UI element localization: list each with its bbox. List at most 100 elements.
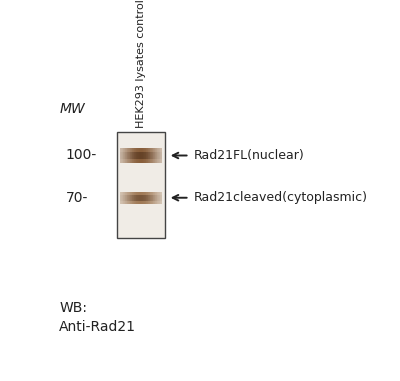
Bar [148, 152, 149, 159]
Bar [156, 192, 157, 204]
Bar [131, 148, 132, 163]
Bar [117, 132, 165, 238]
Bar [158, 148, 159, 163]
Bar [130, 195, 131, 201]
Bar [125, 152, 126, 159]
Bar [124, 152, 125, 159]
Bar [132, 192, 133, 204]
Bar [135, 148, 136, 163]
Bar [136, 148, 137, 163]
Bar [146, 192, 147, 204]
Bar [140, 192, 141, 204]
Bar [138, 195, 139, 201]
Bar [158, 195, 159, 201]
Bar [143, 152, 144, 159]
Bar [131, 195, 132, 201]
Bar [124, 195, 125, 201]
Bar [124, 148, 125, 163]
Bar [151, 192, 152, 204]
Bar [144, 195, 145, 201]
Bar [130, 152, 131, 159]
Bar [137, 195, 138, 201]
Bar [136, 192, 137, 204]
Text: HEK293 lysates control: HEK293 lysates control [136, 0, 146, 128]
Bar [128, 152, 129, 159]
Bar [157, 192, 158, 204]
Bar [146, 195, 147, 201]
Text: WB:
Anti-Rad21: WB: Anti-Rad21 [59, 301, 136, 335]
Bar [126, 195, 127, 201]
Bar [151, 152, 152, 159]
Bar [147, 195, 148, 201]
Text: MW: MW [59, 102, 85, 116]
Bar [155, 192, 156, 204]
Bar [152, 148, 153, 163]
Bar [160, 152, 161, 159]
Bar [139, 195, 140, 201]
Bar [143, 195, 144, 201]
Bar [154, 192, 155, 204]
Bar [137, 192, 138, 204]
Bar [121, 192, 122, 204]
Bar [127, 195, 128, 201]
Bar [134, 192, 135, 204]
Bar [120, 192, 121, 204]
Bar [141, 152, 142, 159]
Bar [150, 192, 151, 204]
Bar [120, 152, 121, 159]
Bar [128, 148, 129, 163]
Bar [130, 192, 131, 204]
Bar [157, 195, 158, 201]
Bar [125, 148, 126, 163]
Bar [145, 195, 146, 201]
Bar [134, 195, 135, 201]
Bar [123, 148, 124, 163]
Bar [150, 152, 151, 159]
Bar [138, 148, 139, 163]
Bar [145, 148, 146, 163]
Text: 100-: 100- [66, 149, 97, 163]
Bar [139, 148, 140, 163]
Bar [159, 152, 160, 159]
Bar [160, 195, 161, 201]
Bar [121, 152, 122, 159]
Bar [142, 195, 143, 201]
Bar [123, 152, 124, 159]
Bar [139, 152, 140, 159]
Bar [157, 152, 158, 159]
Bar [143, 148, 144, 163]
Bar [142, 148, 143, 163]
Bar [131, 192, 132, 204]
Bar [146, 152, 147, 159]
Bar [129, 195, 130, 201]
Bar [124, 192, 125, 204]
Bar [153, 148, 154, 163]
Bar [138, 192, 139, 204]
Bar [132, 152, 133, 159]
Bar [161, 195, 162, 201]
Bar [158, 152, 159, 159]
Bar [141, 148, 142, 163]
Bar [159, 192, 160, 204]
Bar [140, 148, 141, 163]
Bar [136, 195, 137, 201]
Bar [128, 195, 129, 201]
Bar [145, 152, 146, 159]
Bar [126, 192, 127, 204]
Bar [137, 152, 138, 159]
Bar [127, 148, 128, 163]
Bar [139, 192, 140, 204]
Bar [120, 195, 121, 201]
Bar [123, 195, 124, 201]
Bar [129, 192, 130, 204]
Bar [131, 152, 132, 159]
Bar [140, 152, 141, 159]
Bar [127, 192, 128, 204]
Bar [144, 192, 145, 204]
Bar [159, 148, 160, 163]
Bar [130, 148, 131, 163]
Bar [122, 195, 123, 201]
Bar [153, 192, 154, 204]
Bar [120, 148, 121, 163]
Bar [152, 192, 153, 204]
